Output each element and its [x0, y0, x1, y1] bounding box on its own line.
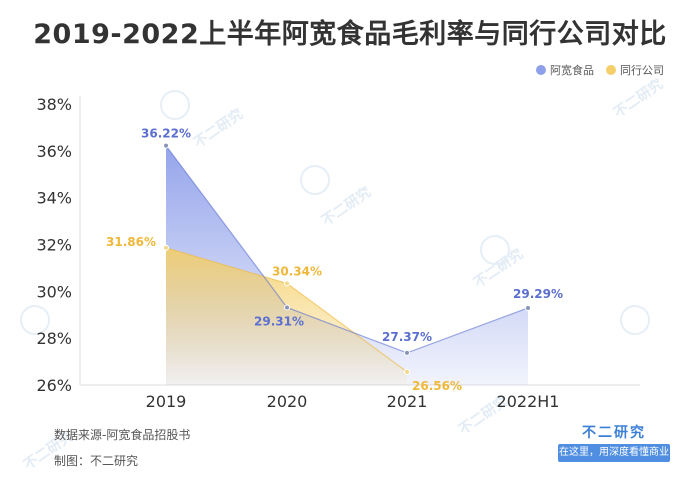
x-tick-label: 2020	[267, 392, 308, 411]
legend-label-akuan: 阿宽食品	[550, 64, 594, 77]
brand-name: 不二研究	[582, 425, 646, 441]
brand-badge: 不二研究 在这里，用深度看懂商业	[550, 422, 678, 470]
chart-credit-note: 制图：不二研究	[54, 454, 139, 468]
legend-label-peers: 同行公司	[620, 64, 664, 77]
series-peers-area	[166, 247, 407, 385]
series-akuan-line	[165, 145, 529, 354]
series-peers-data-label: 31.86%	[106, 235, 156, 249]
series-akuan-point	[525, 304, 531, 311]
y-tick-label: 36%	[36, 142, 72, 161]
series-peers-data-label: 26.56%	[412, 379, 462, 393]
y-tick-label: 26%	[36, 376, 72, 395]
legend-marker-peers	[606, 65, 616, 75]
legend-item-akuan: 阿宽食品	[536, 62, 594, 78]
series-akuan-data-label: 29.29%	[513, 287, 563, 301]
y-tick-label: 28%	[36, 329, 72, 348]
series-akuan-point	[163, 142, 169, 149]
x-tick-label: 2019	[146, 392, 187, 411]
chart-title: 2019-2022上半年阿宽食品毛利率与同行公司对比	[33, 19, 667, 50]
y-tick-label: 34%	[36, 189, 72, 208]
series-akuan-data-label: 27.37%	[382, 330, 432, 344]
y-tick-label: 38%	[36, 95, 72, 114]
series-peers-data-label: 30.34%	[272, 264, 322, 278]
y-tick-label: 32%	[36, 236, 72, 255]
x-tick-label: 2021	[387, 392, 428, 411]
series-akuan-point	[284, 304, 290, 311]
legend-marker-akuan	[536, 65, 546, 75]
y-tick-label: 30%	[36, 282, 72, 301]
legend-item-peers: 同行公司	[606, 62, 664, 78]
series-akuan-data-label: 29.31%	[254, 314, 304, 328]
series-peers-point	[163, 244, 169, 251]
series-akuan-data-label: 36.22%	[141, 127, 191, 141]
data-source-note: 数据来源-阿宽食品招股书	[54, 428, 191, 442]
series-peers-point	[284, 280, 290, 287]
series-akuan-point	[404, 349, 410, 356]
chart-legend: 阿宽食品 同行公司	[524, 62, 664, 78]
series-peers-point	[404, 368, 410, 375]
brand-tagline: 在这里，用深度看懂商业	[558, 444, 670, 462]
x-tick-label: 2022H1	[497, 392, 560, 411]
